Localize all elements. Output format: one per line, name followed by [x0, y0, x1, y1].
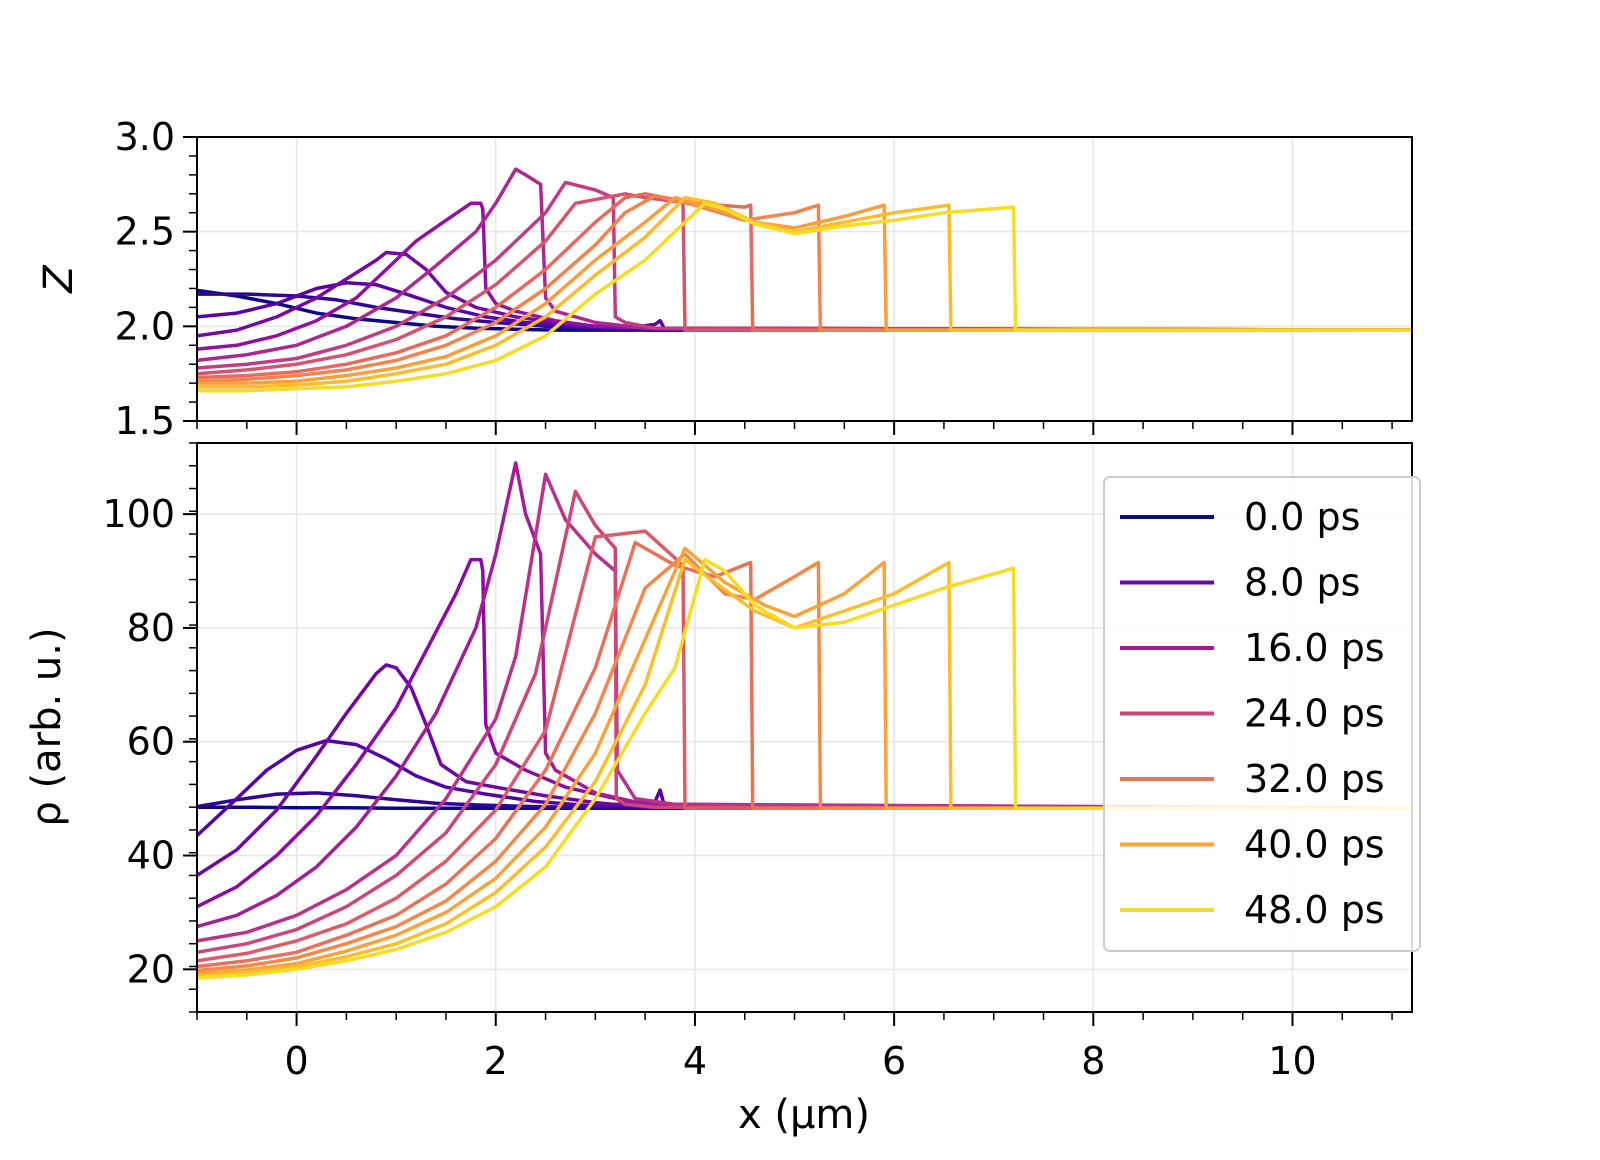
y-tick-label: 100 [102, 492, 175, 536]
x-tick-label: 6 [882, 1039, 906, 1083]
legend: 0.0 ps 8.0 ps 16.0 ps 24.0 ps 32.0 ps 40.0 ps… [1103, 476, 1421, 952]
series-line [195, 738, 1412, 837]
x-tick-label: 2 [484, 1039, 508, 1083]
series-line [196, 489, 1413, 955]
top-series [196, 167, 1413, 393]
bottom-series [195, 461, 1413, 980]
y-tick-label: 2.5 [115, 210, 175, 254]
top-frame [196, 136, 1413, 422]
series-line [197, 292, 1412, 332]
y-tick-label: 1.5 [115, 399, 175, 443]
series-line [196, 192, 1412, 380]
legend-label: 48.0 ps [1244, 888, 1385, 932]
series-line [197, 201, 1412, 393]
x-tick-label: 0 [284, 1039, 308, 1083]
x-tick-label: 10 [1268, 1039, 1316, 1083]
series-line [196, 552, 1412, 973]
x-axis-label: x (μm) [738, 1092, 870, 1138]
series-line [196, 167, 1413, 363]
series-line [196, 540, 1412, 969]
bottom-ticks: 0 2 4 6 8 10 20 40 60 80 100 [102, 442, 1393, 1083]
top-y-axis-label: Z [36, 264, 82, 294]
y-tick-label: 80 [127, 606, 175, 650]
series-line [196, 557, 1412, 978]
legend-label: 0.0 ps [1244, 495, 1360, 539]
y-tick-label: 40 [127, 834, 175, 878]
series-line [196, 546, 1412, 976]
legend-label: 40.0 ps [1244, 823, 1385, 867]
bottom-y-axis-label: ρ (arb. u.) [24, 627, 70, 826]
top-ticks: 1.5 2.0 2.5 3.0 [115, 115, 1393, 443]
top-grid [197, 136, 1412, 422]
series-line [196, 281, 1412, 332]
series-line [196, 193, 1412, 383]
y-tick-label: 20 [127, 947, 175, 991]
series-line [196, 461, 1413, 929]
series-line [197, 195, 1412, 389]
series-line [196, 791, 1412, 811]
y-tick-label: 60 [127, 720, 175, 764]
series-line [196, 250, 1412, 338]
series-line [196, 557, 1412, 980]
y-tick-label: 3.0 [115, 115, 175, 159]
legend-label: 32.0 ps [1244, 757, 1385, 801]
series-line [197, 195, 1412, 385]
series-line [196, 288, 1412, 332]
legend-label: 16.0 ps [1244, 626, 1385, 670]
x-tick-label: 8 [1081, 1039, 1105, 1083]
x-tick-label: 4 [683, 1039, 707, 1083]
bottom-panel: 0 2 4 6 8 10 20 40 60 80 100 ρ (arb. u.) x (μm) 0.… [24, 442, 1421, 1138]
series-line [196, 180, 1413, 370]
legend-label: 8.0 ps [1244, 561, 1360, 605]
series-line [196, 192, 1412, 376]
legend-label: 24.0 ps [1244, 692, 1385, 736]
y-tick-label: 2.0 [115, 304, 175, 348]
top-panel: 1.5 2.0 2.5 3.0 Z [36, 115, 1413, 443]
series-line [196, 472, 1413, 943]
series-line [196, 529, 1412, 963]
series-line [196, 663, 1413, 877]
series-line [196, 557, 1413, 909]
legend-box [1103, 476, 1421, 952]
